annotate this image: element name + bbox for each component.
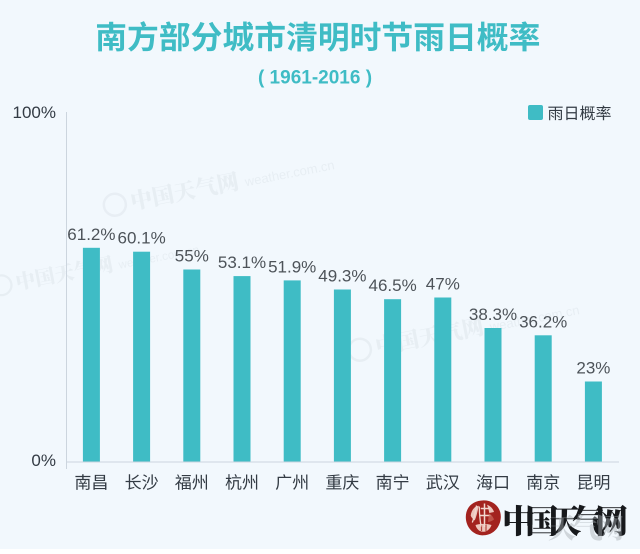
- svg-text:49.3%: 49.3%: [318, 267, 366, 286]
- svg-text:53.1%: 53.1%: [218, 253, 266, 272]
- svg-text:( 1961-2016 ): ( 1961-2016 ): [258, 68, 372, 89]
- svg-text:36.2%: 36.2%: [519, 312, 567, 331]
- svg-text:38.3%: 38.3%: [469, 305, 517, 324]
- svg-text:46.5%: 46.5%: [368, 276, 416, 295]
- svg-text:51.9%: 51.9%: [268, 257, 316, 276]
- svg-text:55%: 55%: [175, 247, 209, 266]
- svg-text:23%: 23%: [576, 359, 610, 378]
- svg-text:0%: 0%: [31, 451, 56, 470]
- svg-text:60.1%: 60.1%: [117, 229, 165, 248]
- svg-text:61.2%: 61.2%: [67, 225, 115, 244]
- svg-text:100%: 100%: [13, 103, 56, 122]
- svg-text:47%: 47%: [426, 275, 460, 294]
